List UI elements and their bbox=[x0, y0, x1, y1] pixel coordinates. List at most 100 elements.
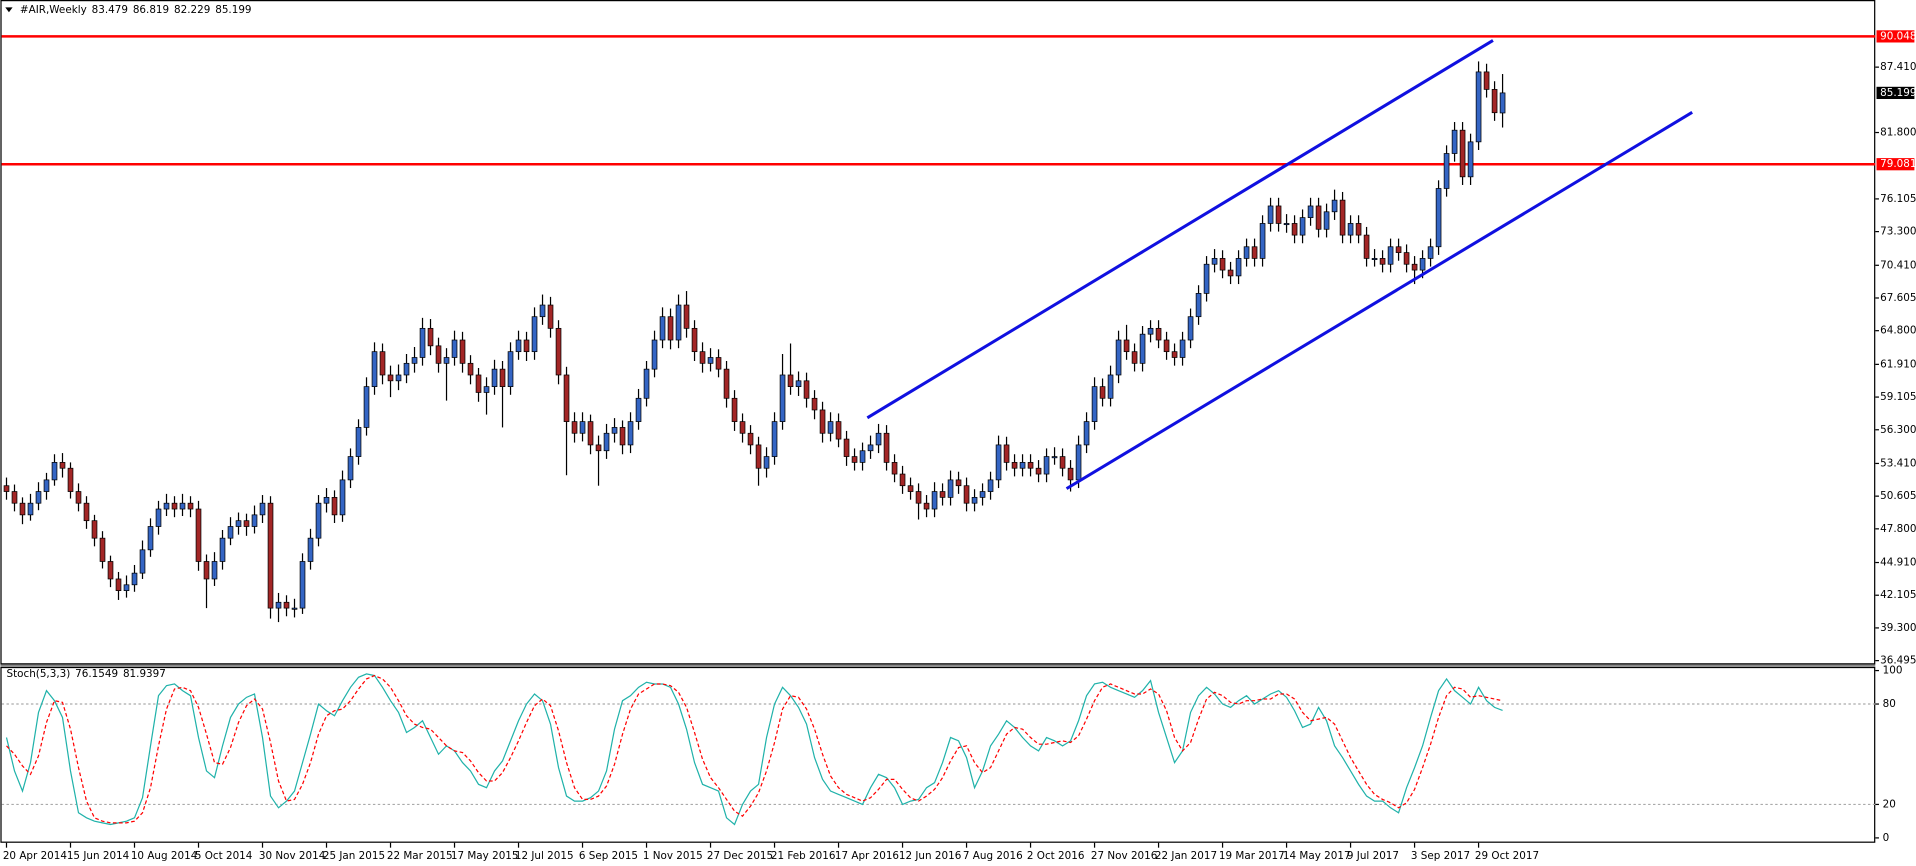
y-tick-label: 76.105 bbox=[1880, 193, 1916, 205]
open-value: 83.479 bbox=[92, 4, 128, 16]
signal-value: 81.9397 bbox=[123, 668, 166, 680]
candle-body bbox=[403, 362, 410, 376]
candle-body bbox=[419, 327, 426, 358]
candle-body bbox=[251, 514, 258, 527]
candle-body bbox=[1363, 234, 1370, 259]
candle-body bbox=[379, 351, 386, 376]
candle-body bbox=[203, 561, 210, 580]
candle-body bbox=[331, 497, 338, 516]
candle-body bbox=[1395, 246, 1402, 253]
x-tick-label: 19 Mar 2017 bbox=[1219, 850, 1285, 862]
candle-body bbox=[915, 491, 922, 504]
indicator-tick-label: 0 bbox=[1883, 832, 1890, 844]
candle-body bbox=[563, 374, 570, 422]
candle-body bbox=[1355, 223, 1362, 236]
main-value: 76.1549 bbox=[75, 668, 118, 680]
price-label-box bbox=[1876, 86, 1915, 100]
candle-body bbox=[731, 397, 738, 422]
candle-body bbox=[131, 572, 138, 586]
candle-body bbox=[467, 362, 474, 376]
candle-body bbox=[971, 497, 978, 504]
indicator-tick-label: 20 bbox=[1883, 798, 1896, 810]
x-tick-label: 27 Dec 2015 bbox=[707, 850, 773, 862]
candle-body bbox=[899, 473, 906, 487]
x-tick-label: 22 Jan 2017 bbox=[1155, 850, 1217, 862]
y-tick-label: 70.410 bbox=[1880, 259, 1916, 271]
x-tick-label: 12 Jul 2015 bbox=[515, 850, 574, 862]
candle-body bbox=[1443, 153, 1450, 189]
candle-body bbox=[523, 339, 530, 353]
candle-body bbox=[1499, 92, 1506, 114]
candle-body bbox=[771, 421, 778, 457]
candle-body bbox=[1427, 246, 1434, 259]
candle-body bbox=[387, 374, 394, 382]
candle-body bbox=[475, 374, 482, 393]
candle-body bbox=[1307, 205, 1314, 218]
candle-body bbox=[883, 432, 890, 463]
candle-body bbox=[1235, 258, 1242, 277]
x-tick-label: 14 May 2017 bbox=[1283, 850, 1351, 862]
y-tick-label: 44.910 bbox=[1880, 557, 1916, 569]
candle-body bbox=[299, 561, 306, 609]
candle-body bbox=[779, 374, 786, 422]
candle-body bbox=[363, 386, 370, 428]
candle-body bbox=[1003, 444, 1010, 463]
candle-body bbox=[1403, 252, 1410, 265]
menu-arrow[interactable] bbox=[5, 7, 13, 13]
x-tick-label: 30 Nov 2014 bbox=[259, 850, 326, 862]
candle-body bbox=[515, 339, 522, 353]
candle-body bbox=[739, 421, 746, 434]
candle-body bbox=[1435, 188, 1442, 248]
candle-body bbox=[827, 421, 834, 434]
candle-body bbox=[1379, 258, 1386, 265]
x-tick-label: 21 Feb 2016 bbox=[771, 850, 836, 862]
candle-body bbox=[395, 374, 402, 382]
candle-body bbox=[1339, 199, 1346, 236]
x-tick-label: 9 Jul 2017 bbox=[1347, 850, 1399, 862]
candle-body bbox=[819, 409, 826, 434]
candle-body bbox=[1139, 333, 1146, 364]
candle-body bbox=[1211, 258, 1218, 265]
candle-body bbox=[371, 351, 378, 388]
candle-body bbox=[43, 479, 50, 492]
x-tick-label: 5 Oct 2014 bbox=[195, 850, 253, 862]
candle-body bbox=[691, 327, 698, 353]
candle-body bbox=[1299, 217, 1306, 236]
candle-body bbox=[75, 491, 82, 504]
y-tick-label: 64.800 bbox=[1880, 325, 1916, 337]
indicator-line bbox=[6, 674, 1503, 824]
candle-body bbox=[851, 456, 858, 463]
candle-body bbox=[1347, 223, 1354, 236]
candle-body bbox=[1243, 246, 1250, 259]
candle-body bbox=[1475, 71, 1482, 143]
x-tick-label: 12 Jun 2016 bbox=[899, 850, 961, 862]
y-tick-label: 59.105 bbox=[1880, 391, 1916, 403]
candle-body bbox=[1483, 71, 1490, 90]
candle-body bbox=[19, 502, 26, 516]
candle-body bbox=[659, 316, 666, 341]
candle-body bbox=[275, 601, 282, 609]
candle-body bbox=[699, 351, 706, 364]
candle-body bbox=[35, 491, 42, 504]
level-label: 90.048 bbox=[1880, 30, 1916, 42]
candle-body bbox=[763, 456, 770, 469]
candle-body bbox=[243, 520, 250, 527]
y-tick-label: 73.300 bbox=[1880, 226, 1916, 238]
candle-body bbox=[867, 444, 874, 452]
candle-body bbox=[499, 368, 506, 388]
candle-body bbox=[667, 316, 674, 341]
trendline bbox=[1065, 111, 1693, 490]
x-tick-label: 15 Jun 2014 bbox=[67, 850, 130, 862]
candle-body bbox=[1411, 263, 1418, 271]
symbol-header: #AIR,Weekly 83.479 86.819 82.229 85.199 bbox=[20, 4, 252, 16]
x-tick-label: 7 Aug 2016 bbox=[963, 850, 1023, 862]
candle-body bbox=[875, 432, 882, 446]
candle-body bbox=[675, 304, 682, 341]
candle-body bbox=[795, 380, 802, 388]
candle-body bbox=[107, 561, 114, 580]
candle-body bbox=[1115, 339, 1122, 376]
indicator-tick-label: 100 bbox=[1883, 665, 1903, 677]
candle-body bbox=[195, 508, 202, 562]
candle-body bbox=[787, 374, 794, 388]
candle-body bbox=[651, 339, 658, 370]
